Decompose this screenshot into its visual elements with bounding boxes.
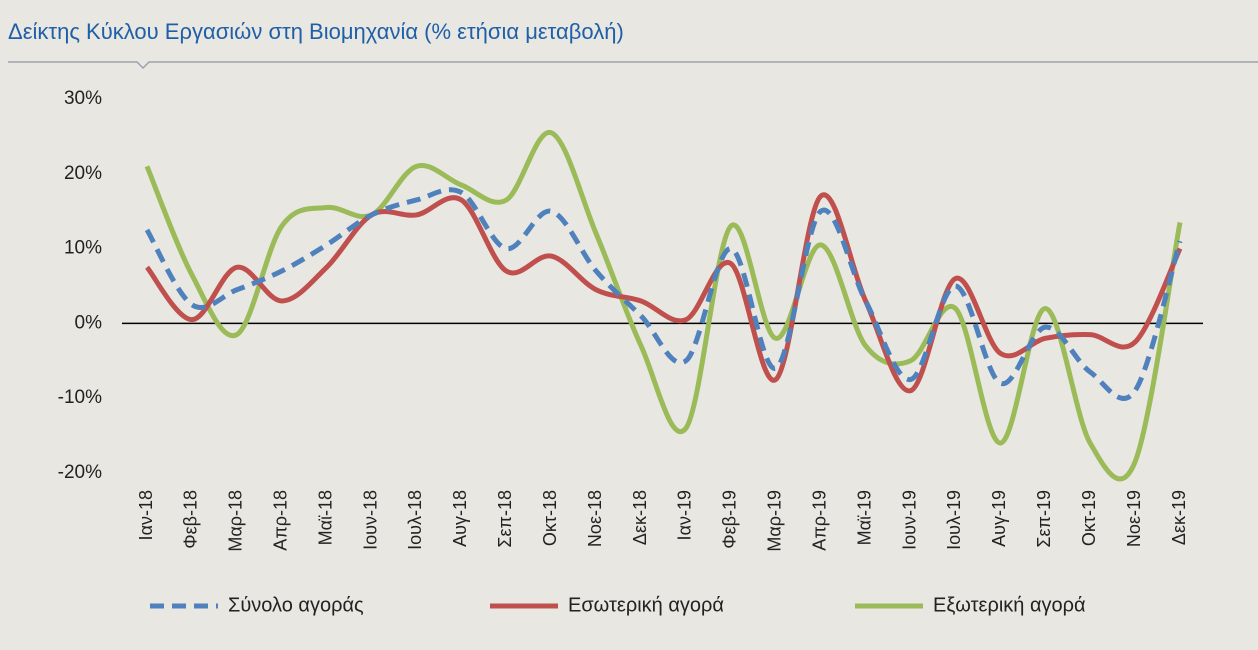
legend-label: Εξωτερική αγορά <box>933 594 1086 616</box>
series-line <box>145 192 1183 394</box>
x-tick-label: Μαϊ-19 <box>854 490 874 545</box>
y-tick-label: 10% <box>64 238 102 259</box>
y-tick-label: 20% <box>64 163 102 184</box>
x-tick-label: Δεκ-18 <box>630 490 650 545</box>
x-tick-label: Δεκ-19 <box>1169 490 1189 545</box>
x-tick-label: Απρ-18 <box>270 490 290 551</box>
series-line <box>144 187 1183 401</box>
x-tick-label: Αυγ-19 <box>989 490 1009 547</box>
y-tick-label: 0% <box>75 312 103 333</box>
x-tick-label: Φεβ-19 <box>720 490 740 549</box>
y-tick-label: -20% <box>58 462 102 483</box>
x-tick-label: Οκτ-18 <box>540 490 560 546</box>
x-tick-label: Ιουν-18 <box>360 490 380 550</box>
x-tick-label: Απρ-19 <box>809 490 829 551</box>
chart-title: Δείκτης Κύκλου Εργασιών στη Βιομηχανία (… <box>8 19 624 44</box>
x-tick-label: Σεπ-19 <box>1034 490 1054 548</box>
x-tick-label: Οκτ-19 <box>1079 490 1099 546</box>
x-tick-label: Φεβ-18 <box>181 490 201 549</box>
x-tick-label: Μαρ-18 <box>226 490 246 552</box>
x-tick-label: Σεπ-18 <box>495 490 515 548</box>
x-tick-label: Ιουλ-18 <box>405 490 425 550</box>
x-tick-label: Ιαν-19 <box>675 490 695 540</box>
title-rule <box>8 61 1258 70</box>
y-tick-label: 30% <box>64 88 102 109</box>
x-tick-label: Νοε-18 <box>585 490 605 547</box>
x-tick-label: Νοε-19 <box>1124 490 1144 547</box>
x-tick-label: Μαρ-19 <box>765 490 785 552</box>
x-tick-label: Ιαν-18 <box>136 490 156 540</box>
legend-label: Εσωτερική αγορά <box>568 594 724 616</box>
y-tick-label: -10% <box>58 387 102 408</box>
legend-label: Σύνολο αγοράς <box>228 594 364 616</box>
x-tick-label: Μαϊ-18 <box>315 490 335 545</box>
x-tick-label: Ιουλ-19 <box>944 490 964 550</box>
x-tick-label: Αυγ-18 <box>450 490 470 547</box>
x-tick-label: Ιουν-19 <box>899 490 919 550</box>
series-line <box>144 130 1183 482</box>
